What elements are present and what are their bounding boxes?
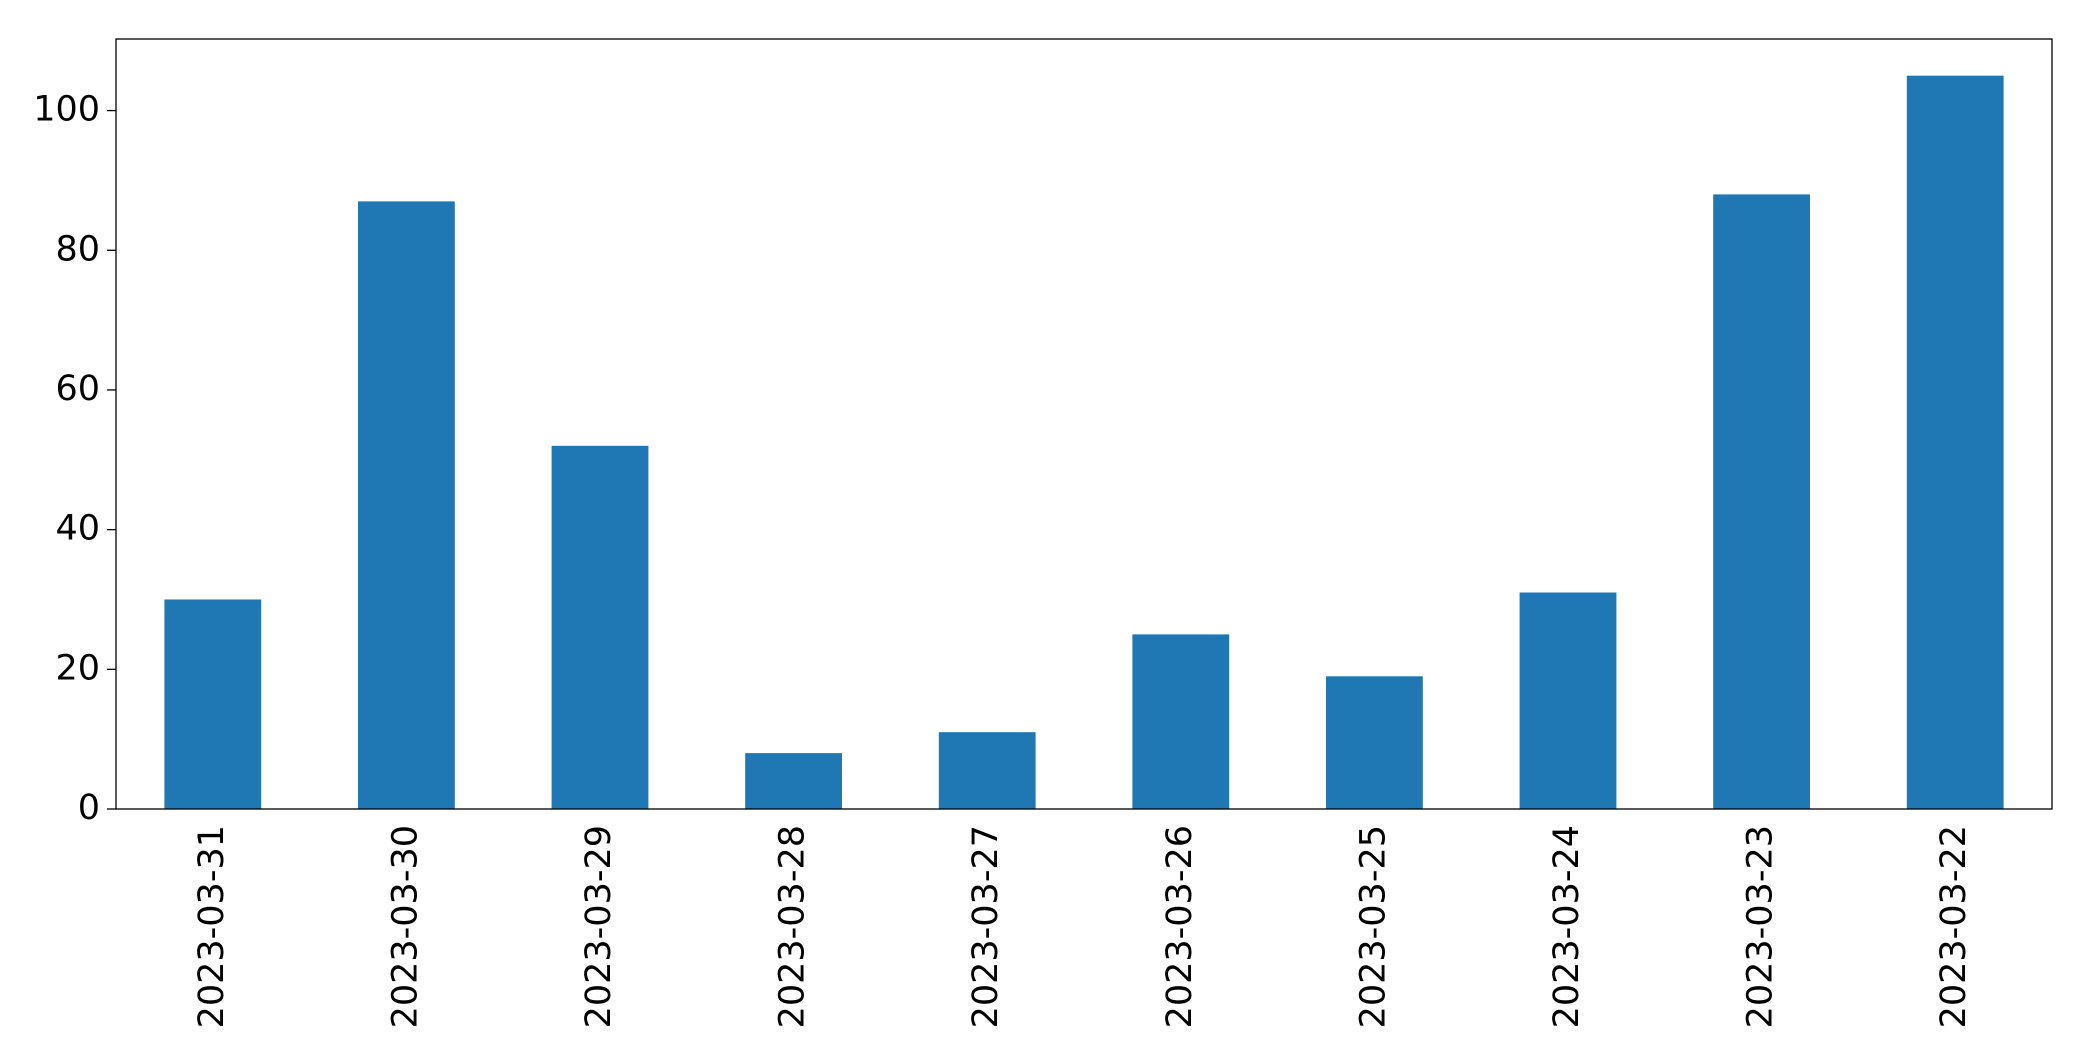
x-tick-label: 2023-03-23 bbox=[1741, 825, 1781, 1028]
bar bbox=[938, 732, 1036, 809]
bar bbox=[1713, 194, 1810, 809]
x-tick-label: 2023-03-30 bbox=[385, 825, 425, 1028]
y-tick-label: 80 bbox=[55, 229, 100, 269]
bar bbox=[1132, 634, 1230, 809]
x-tick-label: 2023-03-24 bbox=[1547, 825, 1587, 1028]
x-tick-label: 2023-03-28 bbox=[773, 825, 813, 1028]
bar bbox=[164, 599, 262, 809]
y-tick-label: 0 bbox=[78, 788, 100, 828]
y-tick-label: 20 bbox=[55, 648, 100, 688]
x-tick-label: 2023-03-26 bbox=[1160, 825, 1200, 1028]
bar bbox=[1906, 75, 2004, 809]
x-tick-label: 2023-03-22 bbox=[1934, 825, 1974, 1028]
y-tick-label: 40 bbox=[55, 509, 100, 549]
bar bbox=[745, 753, 842, 809]
x-tick-label: 2023-03-27 bbox=[966, 825, 1006, 1028]
axes-frame bbox=[115, 38, 2053, 810]
x-tick-label: 2023-03-31 bbox=[192, 825, 232, 1028]
bar bbox=[551, 445, 649, 809]
x-tick-label: 2023-03-29 bbox=[579, 825, 619, 1028]
y-tick-label: 100 bbox=[33, 90, 100, 130]
x-tick-label: 2023-03-25 bbox=[1353, 825, 1393, 1028]
bar bbox=[1326, 676, 1423, 809]
y-tick-label: 60 bbox=[55, 369, 100, 409]
bar bbox=[358, 201, 455, 809]
bar bbox=[1519, 592, 1617, 809]
